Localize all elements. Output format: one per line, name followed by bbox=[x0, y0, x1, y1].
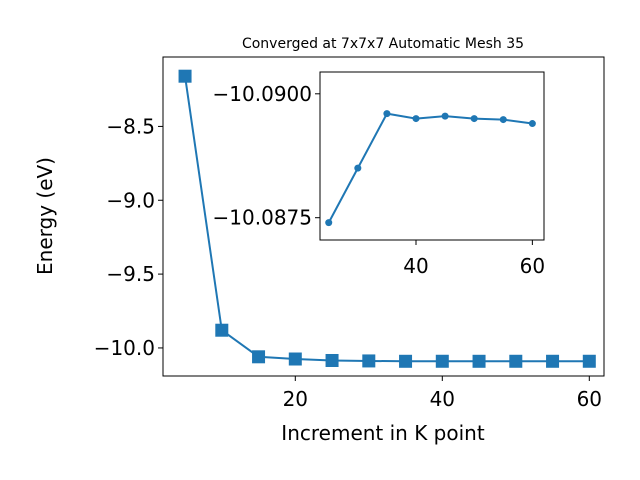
inset-point-2 bbox=[383, 110, 391, 118]
inset-point-6 bbox=[499, 116, 507, 124]
inset-y-tick-label-1: −10.0875 bbox=[213, 206, 312, 230]
inset-series bbox=[325, 110, 536, 227]
main-point-5 bbox=[362, 354, 376, 368]
y-axis-label: Energy (eV) bbox=[33, 157, 57, 275]
main-plot-frame bbox=[162, 56, 605, 377]
main-point-8 bbox=[472, 354, 486, 368]
main-x-tick-label-40: 40 bbox=[430, 387, 455, 411]
inset-x-tick-label-40: 40 bbox=[403, 254, 428, 278]
main-point-6 bbox=[399, 354, 413, 368]
chart-title: Converged at 7x7x7 Automatic Mesh 35 bbox=[242, 36, 524, 52]
inset-series-line bbox=[327, 112, 533, 224]
main-x-tick-label-60: 60 bbox=[577, 387, 602, 411]
main-y-tick-label-1: −9.0 bbox=[106, 188, 155, 212]
main-point-11 bbox=[582, 354, 596, 368]
main-point-7 bbox=[435, 354, 449, 368]
inset-point-0 bbox=[325, 219, 333, 227]
x-axis-label: Increment in K point bbox=[281, 421, 485, 445]
inset-point-4 bbox=[441, 112, 449, 120]
main-point-9 bbox=[509, 354, 523, 368]
main-series bbox=[178, 69, 596, 368]
main-point-2 bbox=[252, 350, 266, 364]
main-y-tick-label-0: −8.5 bbox=[106, 114, 155, 138]
main-y-tick-label-3: −10.0 bbox=[94, 336, 155, 360]
inset-point-3 bbox=[412, 115, 420, 123]
main-y-tick-label-2: −9.5 bbox=[106, 262, 155, 286]
inset-point-7 bbox=[528, 120, 536, 128]
inset-x-tick-label-60: 60 bbox=[520, 254, 545, 278]
main-point-10 bbox=[546, 354, 560, 368]
main-point-3 bbox=[288, 352, 302, 366]
main-point-4 bbox=[325, 353, 339, 367]
inset-plot-frame bbox=[319, 71, 545, 241]
main-x-tick-label-20: 20 bbox=[283, 387, 308, 411]
inset-point-5 bbox=[470, 115, 478, 123]
inset-point-1 bbox=[354, 164, 362, 172]
main-tick-group: 20 40 60 −8.5 −9.0 −9.5 −10.0 bbox=[94, 114, 602, 411]
inset-tick-group: 40 60 −10.0900 −10.0875 bbox=[213, 82, 546, 278]
main-point-1 bbox=[215, 323, 229, 337]
inset-y-tick-label-0: −10.0900 bbox=[213, 82, 312, 106]
main-point-0 bbox=[178, 69, 192, 83]
